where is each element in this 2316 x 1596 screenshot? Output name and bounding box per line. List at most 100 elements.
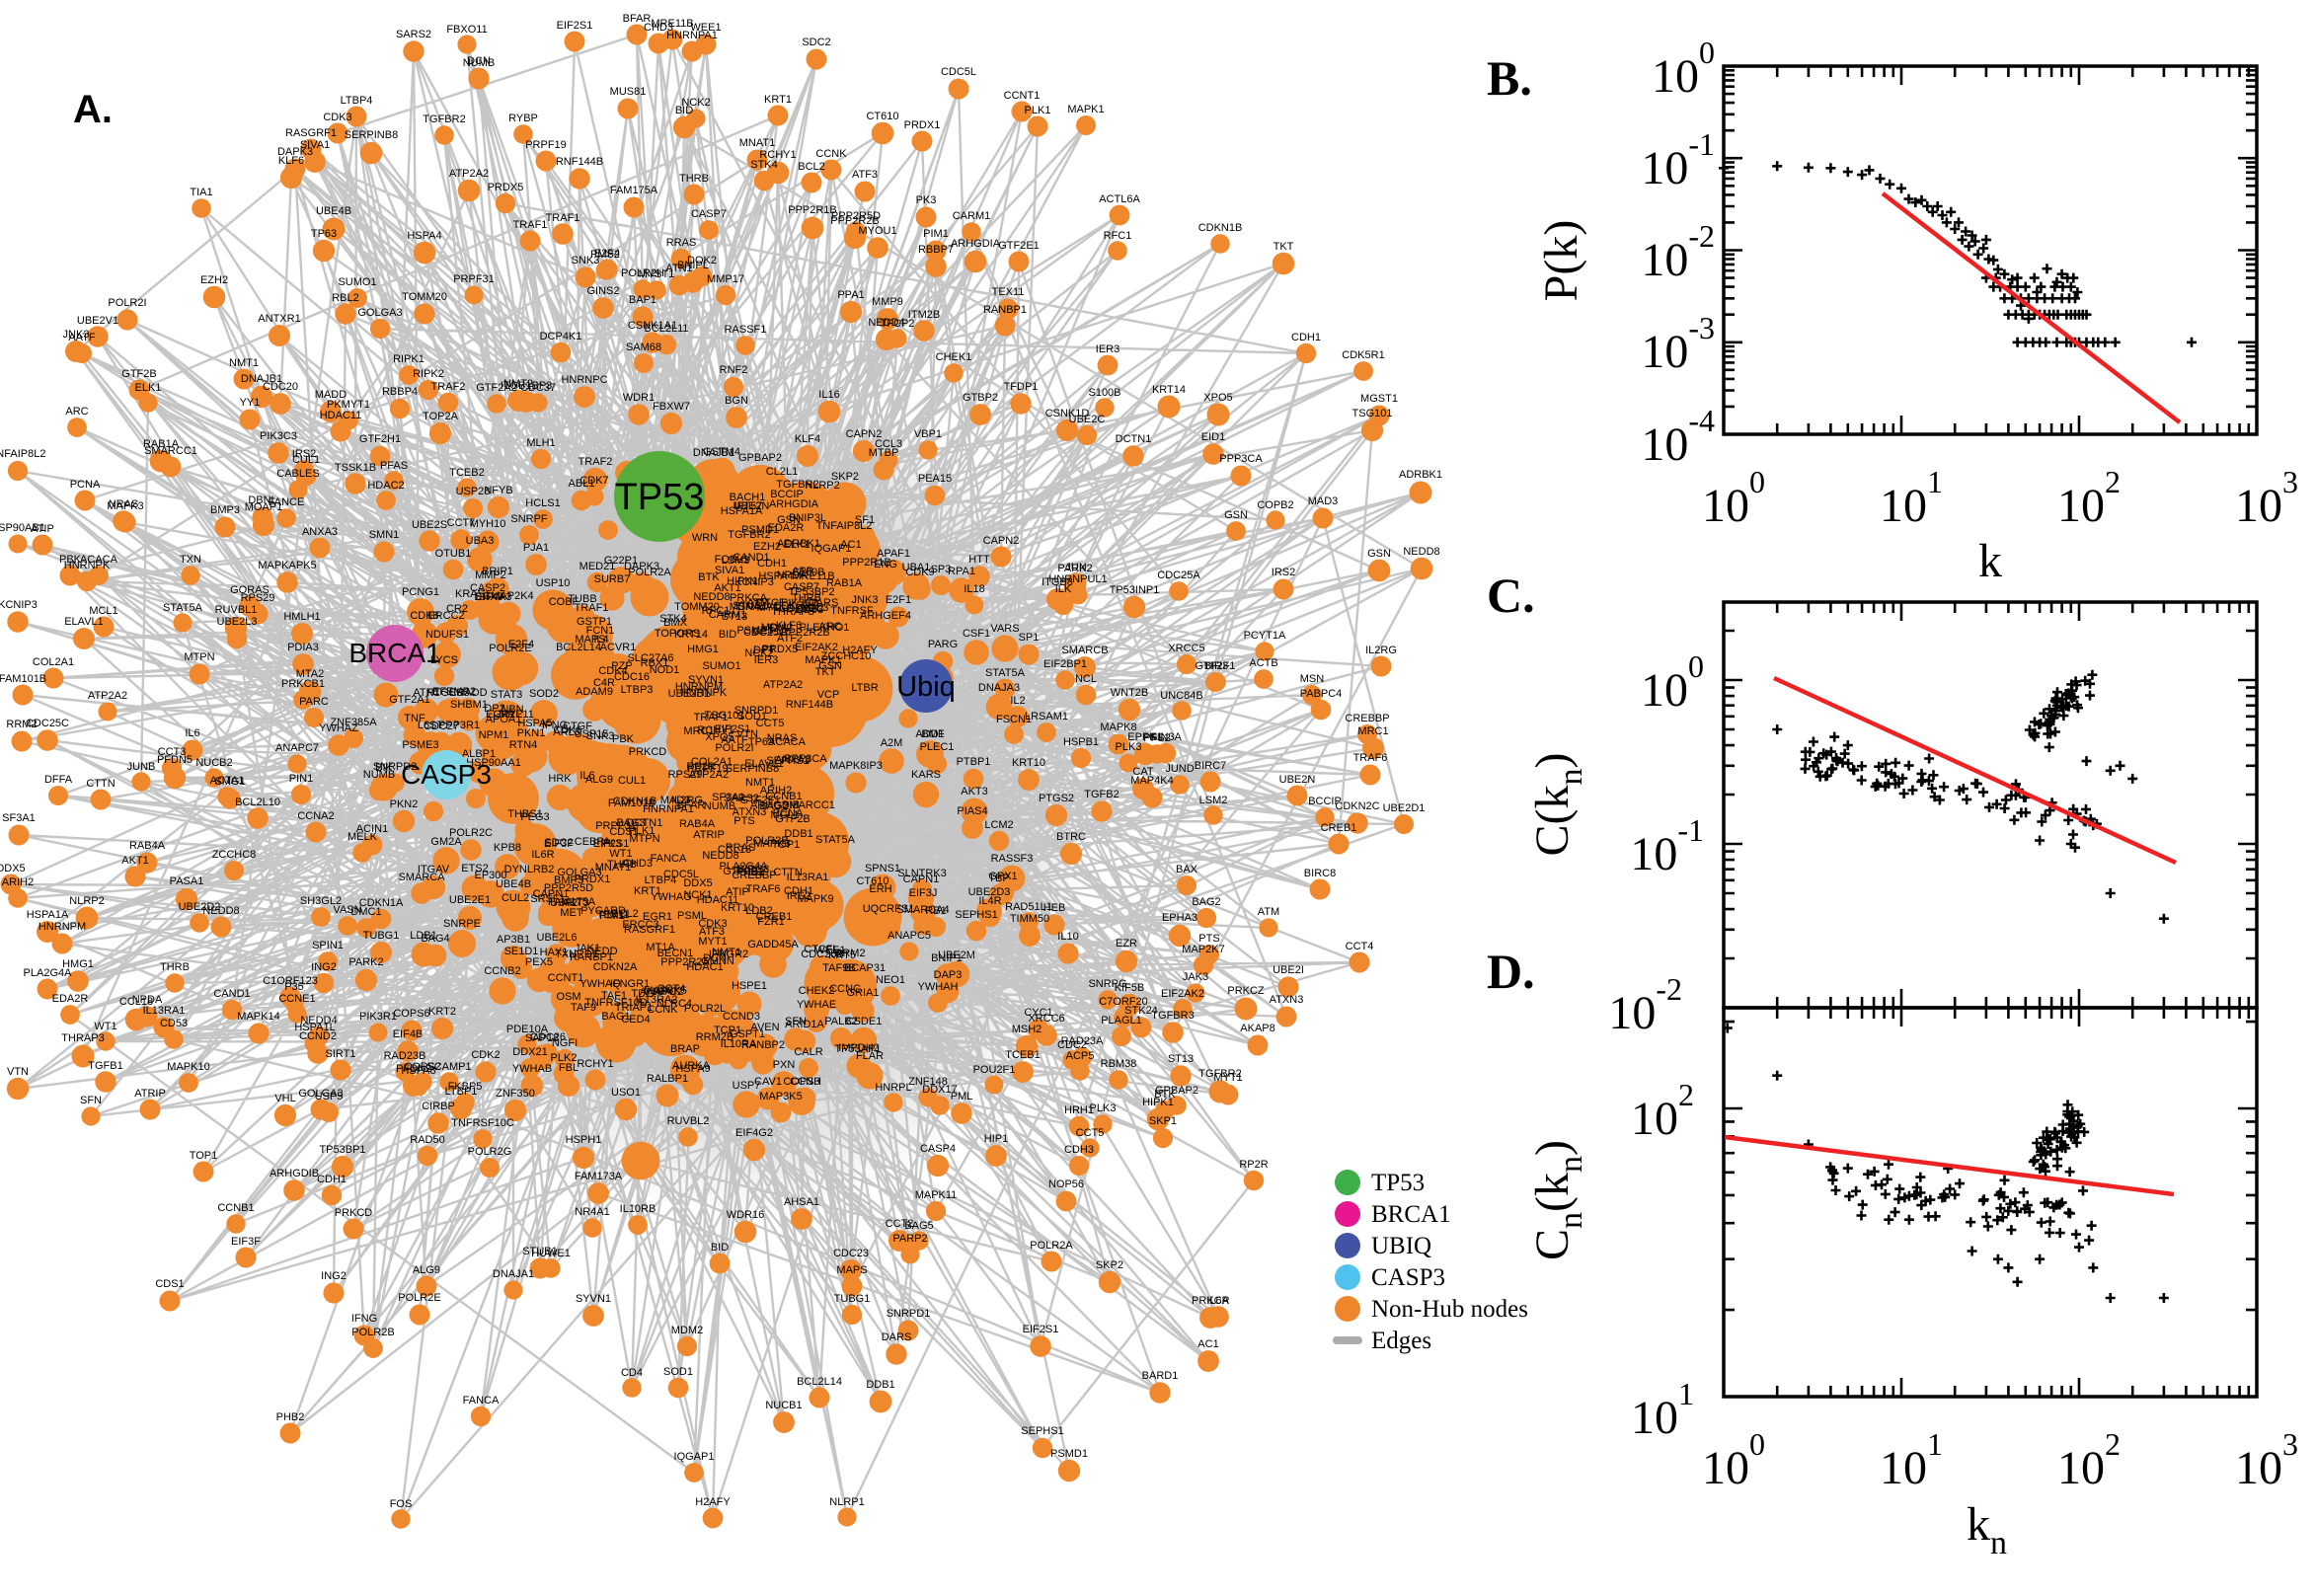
svg-text:BIK: BIK xyxy=(375,762,393,774)
svg-text:PRPF19: PRPF19 xyxy=(687,763,729,775)
svg-text:PIM1: PIM1 xyxy=(923,228,949,240)
svg-text:PIAS4: PIAS4 xyxy=(957,805,987,817)
svg-text:CTCF: CTCF xyxy=(756,597,786,609)
svg-text:MCL1: MCL1 xyxy=(770,809,799,821)
svg-text:CDC25B: CDC25B xyxy=(801,949,843,960)
svg-text:DNAJA1: DNAJA1 xyxy=(493,1268,534,1280)
svg-text:ATRIP: ATRIP xyxy=(693,829,725,841)
svg-text:PKN1: PKN1 xyxy=(517,727,546,739)
svg-text:PFAS: PFAS xyxy=(380,460,408,472)
svg-text:PFDN5: PFDN5 xyxy=(157,754,193,766)
svg-text:HSPA4: HSPA4 xyxy=(407,230,441,242)
svg-text:DCN: DCN xyxy=(703,952,727,964)
svg-text:SPIN1: SPIN1 xyxy=(312,940,344,951)
svg-text:MAP3K5: MAP3K5 xyxy=(759,1091,802,1102)
svg-text:POLR2A: POLR2A xyxy=(1030,1240,1073,1252)
svg-text:UBA3: UBA3 xyxy=(466,535,495,547)
svg-text:HNRNPK: HNRNPK xyxy=(64,560,111,571)
svg-text:NEDD8: NEDD8 xyxy=(202,905,239,917)
svg-text:NMT1: NMT1 xyxy=(712,947,741,958)
svg-text:G22P1: G22P1 xyxy=(604,555,638,567)
svg-text:PRPF31: PRPF31 xyxy=(595,820,637,832)
svg-text:CASP2: CASP2 xyxy=(470,582,505,594)
svg-text:ADD1: ADD1 xyxy=(915,728,944,740)
svg-text:HSPA1L: HSPA1L xyxy=(294,1022,335,1033)
svg-text:TXNRD1: TXNRD1 xyxy=(555,949,598,960)
svg-text:CD53: CD53 xyxy=(160,1018,188,1029)
svg-text:HSPE1: HSPE1 xyxy=(732,980,767,992)
svg-text:BRIP1: BRIP1 xyxy=(482,566,513,577)
svg-text:CHD3: CHD3 xyxy=(644,22,673,34)
svg-text:SNRPD1: SNRPD1 xyxy=(734,705,779,717)
svg-text:YWHAG: YWHAG xyxy=(651,891,692,903)
svg-text:APP: APP xyxy=(792,566,813,577)
svg-text:GSN: GSN xyxy=(777,514,801,526)
svg-text:TP53BP1: TP53BP1 xyxy=(319,1144,365,1156)
svg-text:RTN4: RTN4 xyxy=(509,739,538,751)
svg-text:WNT2B: WNT2B xyxy=(1111,687,1149,699)
svg-text:THRAP3: THRAP3 xyxy=(61,1032,104,1044)
svg-text:PPP2R2A: PPP2R2A xyxy=(660,956,710,968)
svg-text:TOP1: TOP1 xyxy=(772,839,801,851)
svg-text:CDS1: CDS1 xyxy=(155,1278,184,1290)
svg-text:TRIAP1: TRIAP1 xyxy=(615,1002,654,1014)
svg-text:GPBAP2: GPBAP2 xyxy=(738,452,782,464)
svg-text:JNK3: JNK3 xyxy=(63,329,90,341)
svg-text:FBXO11: FBXO11 xyxy=(446,24,487,36)
svg-text:TDG: TDG xyxy=(631,988,654,1000)
svg-text:CASP4: CASP4 xyxy=(920,1143,956,1155)
svg-text:IL10: IL10 xyxy=(1057,931,1078,943)
svg-text:SIVA1: SIVA1 xyxy=(715,565,744,576)
svg-text:SNRPF: SNRPF xyxy=(510,513,548,525)
svg-text:HIP1: HIP1 xyxy=(984,1133,1008,1145)
svg-text:EIF4B: EIF4B xyxy=(393,1028,424,1040)
svg-text:BTRC: BTRC xyxy=(1056,831,1086,843)
svg-text:SF1: SF1 xyxy=(855,514,875,526)
svg-text:HTT: HTT xyxy=(968,554,990,566)
svg-text:AHSA1: AHSA1 xyxy=(784,1196,819,1208)
svg-text:ING2: ING2 xyxy=(321,1270,347,1282)
svg-text:KRT14: KRT14 xyxy=(674,629,708,641)
svg-text:HSPA8: HSPA8 xyxy=(401,1065,435,1077)
svg-text:CT610: CT610 xyxy=(866,111,898,122)
svg-text:WRN: WRN xyxy=(692,532,718,544)
svg-text:PPP2R5D: PPP2R5D xyxy=(831,210,881,222)
svg-text:TNFRSF: TNFRSF xyxy=(830,605,874,617)
svg-text:SUMO1: SUMO1 xyxy=(702,660,740,672)
svg-text:IRS2: IRS2 xyxy=(787,890,811,902)
svg-text:ARHGEF4: ARHGEF4 xyxy=(860,610,911,622)
svg-text:CHEK1: CHEK1 xyxy=(936,351,972,363)
svg-text:MAPK3: MAPK3 xyxy=(107,500,143,512)
svg-text:TCEB1: TCEB1 xyxy=(1005,1049,1040,1061)
svg-text:DCN: DCN xyxy=(467,55,491,67)
svg-text:UBE2M: UBE2M xyxy=(938,950,975,961)
svg-text:XRCC5: XRCC5 xyxy=(1168,643,1204,654)
svg-text:PSML: PSML xyxy=(677,910,707,922)
svg-text:FCN1: FCN1 xyxy=(586,625,615,637)
svg-text:GOLGA3: GOLGA3 xyxy=(357,307,402,319)
svg-text:FAM173A: FAM173A xyxy=(575,1171,623,1182)
svg-text:LTBP3: LTBP3 xyxy=(621,684,654,696)
svg-text:HCLS1: HCLS1 xyxy=(525,497,560,509)
svg-text:CCL3: CCL3 xyxy=(875,438,902,450)
svg-text:C1ORF123: C1ORF123 xyxy=(263,975,318,987)
svg-text:MMP2: MMP2 xyxy=(475,570,506,581)
svg-text:PARG: PARG xyxy=(928,639,958,650)
svg-text:ACTL6A: ACTL6A xyxy=(1099,193,1140,205)
svg-text:FOS: FOS xyxy=(390,1498,413,1510)
svg-text:HDAC2: HDAC2 xyxy=(367,480,404,492)
svg-text:PRKCA: PRKCA xyxy=(730,592,768,604)
svg-text:PBK: PBK xyxy=(612,733,635,745)
svg-text:ARL3: ARL3 xyxy=(553,726,580,738)
svg-text:CDKN1B: CDKN1B xyxy=(1198,222,1243,234)
svg-text:AKT1: AKT1 xyxy=(714,582,741,594)
svg-text:CASP7: CASP7 xyxy=(784,581,819,593)
svg-text:BCL2L14: BCL2L14 xyxy=(556,642,601,653)
svg-text:NPM1: NPM1 xyxy=(479,729,509,741)
svg-text:DAPK3: DAPK3 xyxy=(624,561,659,572)
svg-text:CCL18: CCL18 xyxy=(119,996,153,1008)
svg-text:MNAT1: MNAT1 xyxy=(595,862,631,874)
svg-text:CDC25C: CDC25C xyxy=(743,627,787,639)
svg-text:CAND1: CAND1 xyxy=(733,552,769,564)
svg-text:BCL2: BCL2 xyxy=(611,908,639,920)
